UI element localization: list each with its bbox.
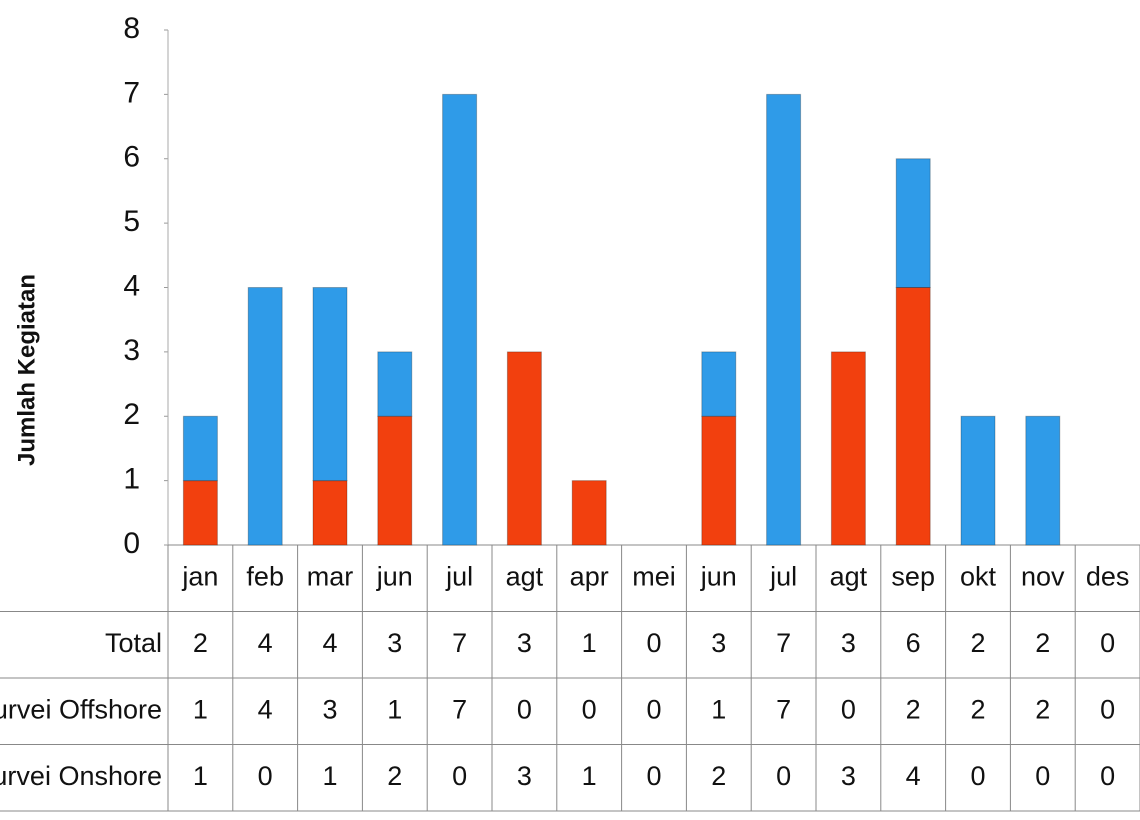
category-label: des [1086, 561, 1130, 591]
bar-segment [571, 480, 607, 546]
table-value: 0 [776, 761, 791, 791]
table-value: 0 [970, 761, 985, 791]
table-value: 7 [452, 628, 467, 658]
table-value: 7 [452, 694, 467, 724]
table-value: 4 [322, 628, 337, 658]
category-label: sep [891, 561, 935, 591]
table-value: 0 [582, 694, 597, 724]
y-tick-label: 7 [123, 76, 140, 109]
table-value: 6 [906, 628, 921, 658]
bar-segment [377, 415, 413, 546]
category-label: jan [181, 561, 218, 591]
bar-segment [701, 351, 737, 417]
category-label: jun [376, 561, 413, 591]
category-label: mar [307, 561, 354, 591]
y-tick-label: 4 [123, 269, 140, 302]
table-value: 0 [258, 761, 273, 791]
table-value: 3 [711, 628, 726, 658]
y-axis-label: Jumlah Kegiatan [13, 274, 40, 466]
table-value: 0 [646, 761, 661, 791]
table-value: 4 [906, 761, 921, 791]
category-label: feb [246, 561, 284, 591]
row-label: Survei Offshore [0, 694, 162, 724]
y-tick-label: 0 [123, 527, 140, 560]
table-value: 0 [1100, 694, 1115, 724]
bar-segment [766, 93, 802, 546]
category-label: jul [769, 561, 797, 591]
y-tick-label: 2 [123, 398, 140, 431]
y-tick-label: 3 [123, 334, 140, 367]
table-value: 2 [906, 694, 921, 724]
bar-segment [442, 93, 478, 546]
table-value: 2 [970, 694, 985, 724]
table-value: 3 [841, 628, 856, 658]
table-value: 3 [517, 761, 532, 791]
bar-segment [182, 480, 218, 546]
category-label: agt [506, 561, 544, 591]
table-value: 0 [841, 694, 856, 724]
table-value: 2 [1035, 694, 1050, 724]
category-label: jun [700, 561, 737, 591]
row-label: Survei Onshore [0, 761, 162, 791]
bar-segment [506, 351, 542, 546]
table-value: 1 [711, 694, 726, 724]
table-value: 3 [517, 628, 532, 658]
table-value: 0 [1100, 761, 1115, 791]
bar-segment [312, 287, 348, 482]
category-label: agt [830, 561, 868, 591]
y-tick-label: 5 [123, 205, 140, 238]
table-value: 1 [582, 761, 597, 791]
bar-segment [1025, 415, 1061, 546]
row-label: Total [105, 628, 162, 658]
table-value: 1 [193, 761, 208, 791]
table-value: 1 [322, 761, 337, 791]
category-label: apr [570, 561, 609, 591]
table-value: 0 [646, 628, 661, 658]
bar-segment [960, 415, 996, 546]
table-value: 2 [387, 761, 402, 791]
category-label: mei [632, 561, 676, 591]
bar-segment [895, 287, 931, 546]
table-value: 0 [1035, 761, 1050, 791]
table-value: 2 [193, 628, 208, 658]
table-value: 7 [776, 628, 791, 658]
table-value: 1 [193, 694, 208, 724]
bar-segment [247, 287, 283, 546]
category-label: jul [445, 561, 473, 591]
bar-segment [377, 351, 413, 417]
y-tick-label: 6 [123, 141, 140, 174]
table-value: 4 [258, 628, 273, 658]
table-value: 3 [322, 694, 337, 724]
bar-segment [312, 480, 348, 546]
table-value: 2 [1035, 628, 1050, 658]
table-value: 7 [776, 694, 791, 724]
y-tick-label: 8 [123, 12, 140, 45]
table-value: 3 [387, 628, 402, 658]
table-value: 0 [517, 694, 532, 724]
bar-segment [830, 351, 866, 546]
bar-segment [182, 415, 218, 482]
table-value: 3 [841, 761, 856, 791]
table-value: 0 [1100, 628, 1115, 658]
table-value: 2 [970, 628, 985, 658]
table-value: 1 [387, 694, 402, 724]
category-label: nov [1021, 561, 1065, 591]
table-value: 0 [646, 694, 661, 724]
bar-segment [701, 415, 737, 546]
table-value: 4 [258, 694, 273, 724]
category-label: okt [960, 561, 997, 591]
y-tick-label: 1 [123, 463, 140, 496]
table-value: 0 [452, 761, 467, 791]
table-value: 2 [711, 761, 726, 791]
table-value: 1 [582, 628, 597, 658]
bar-segment [895, 158, 931, 288]
